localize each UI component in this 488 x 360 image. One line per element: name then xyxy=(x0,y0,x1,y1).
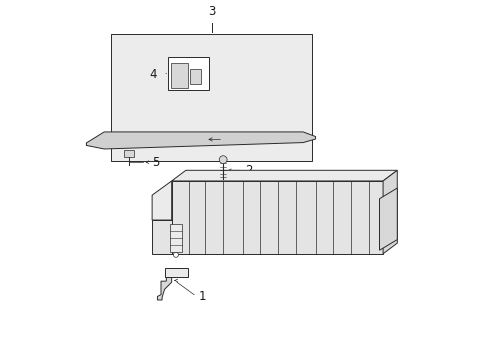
Text: 2: 2 xyxy=(245,164,253,177)
Text: 5: 5 xyxy=(152,156,159,168)
Bar xyxy=(171,63,187,87)
Polygon shape xyxy=(171,170,396,181)
Bar xyxy=(190,69,201,84)
Polygon shape xyxy=(152,181,171,220)
Bar xyxy=(124,150,134,157)
Polygon shape xyxy=(157,275,171,300)
Polygon shape xyxy=(379,188,396,250)
Text: 1: 1 xyxy=(198,290,205,303)
Circle shape xyxy=(219,156,226,163)
Polygon shape xyxy=(152,220,171,254)
Text: 4: 4 xyxy=(149,68,157,81)
Polygon shape xyxy=(169,224,182,252)
Bar xyxy=(111,33,311,161)
Polygon shape xyxy=(382,170,396,254)
Polygon shape xyxy=(171,181,382,254)
Circle shape xyxy=(173,252,178,257)
Bar xyxy=(168,57,208,90)
Text: 3: 3 xyxy=(208,5,215,18)
Polygon shape xyxy=(164,268,187,277)
Polygon shape xyxy=(86,132,315,149)
